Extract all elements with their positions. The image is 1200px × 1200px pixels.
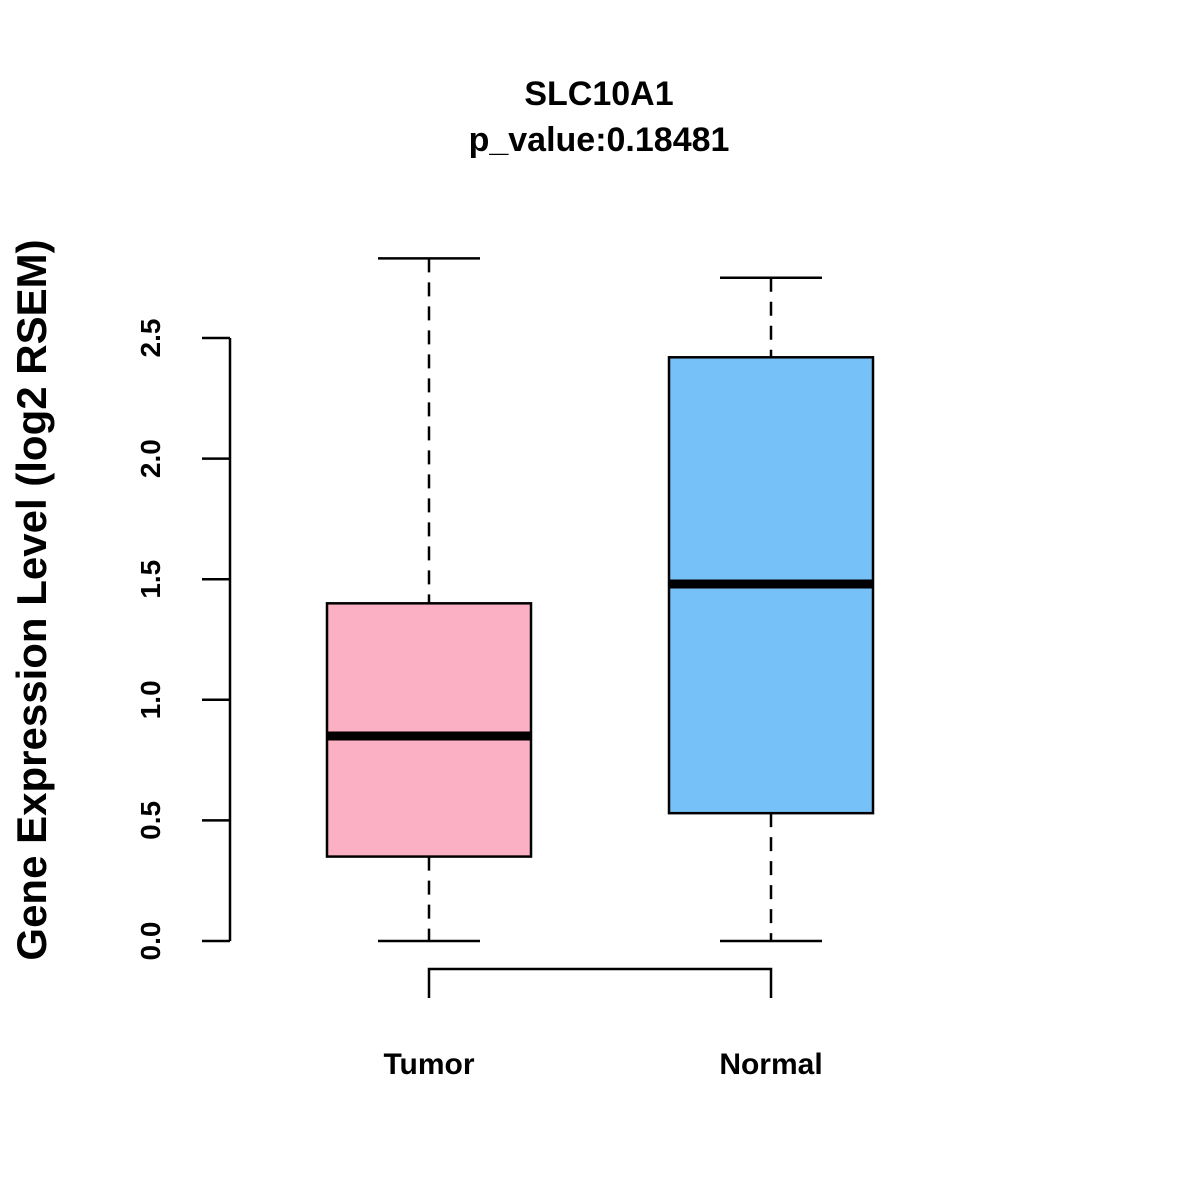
chart-title: SLC10A1 — [524, 75, 673, 113]
box-plots — [325, 257, 875, 943]
y-tick-label: 0.0 — [135, 922, 166, 961]
y-axis: 0.0 0.5 1.0 1.5 2.0 2.5 — [135, 319, 232, 961]
box-tumor — [325, 257, 533, 943]
y-tick-label: 1.0 — [135, 680, 166, 719]
y-tick-label: 2.5 — [135, 319, 166, 358]
comparison-bracket — [427, 967, 773, 998]
y-tick-label: 0.5 — [135, 801, 166, 840]
y-tick-label: 1.5 — [135, 560, 166, 599]
category-label-tumor: Tumor — [383, 1048, 474, 1081]
box-normal — [667, 276, 875, 943]
category-labels: Tumor Normal — [383, 1048, 822, 1081]
y-axis-label: Gene Expression Level (log2 RSEM) — [8, 239, 55, 960]
category-label-normal: Normal — [719, 1048, 822, 1081]
y-tick-label: 2.0 — [135, 439, 166, 478]
comparison-bracket-line — [427, 967, 773, 998]
chart-subtitle: p_value:0.18481 — [469, 121, 730, 159]
iqr-box — [325, 602, 533, 858]
